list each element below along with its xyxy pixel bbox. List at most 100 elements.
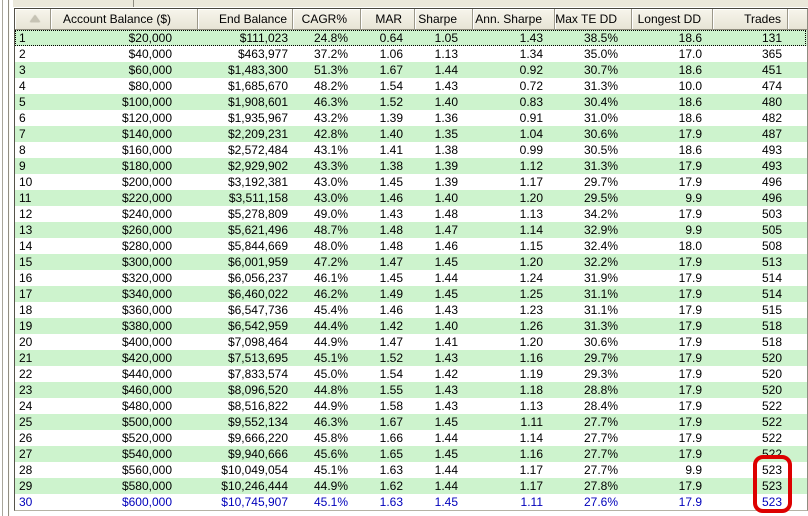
header-cagr[interactable]: CAGR%	[293, 9, 361, 30]
header-max-te-dd[interactable]: Max TE DD	[555, 9, 632, 30]
cell-maxdd: 29.3%	[583, 367, 618, 381]
header-account-balance[interactable]: Account Balance ($)	[51, 9, 198, 30]
cell-cagr: 43.0%	[313, 175, 348, 189]
cell-maxdd: 32.2%	[583, 255, 618, 269]
table-row[interactable]: 18 $360,000 $6,547,736 45.4% 1.46 1.43 1.23 31.…	[15, 302, 807, 318]
header-longest-dd[interactable]: Longest DD	[632, 9, 713, 30]
cell-end: $2,209,231	[227, 127, 288, 141]
table-row[interactable]: 26 $520,000 $9,666,220 45.8% 1.66 1.44 1.14 27.…	[15, 430, 807, 446]
cell-end: $7,098,464	[227, 335, 288, 349]
cell-mar: 1.47	[379, 335, 403, 349]
table-row[interactable]: 11 $220,000 $3,511,158 43.0% 1.46 1.40 1.20 29.…	[15, 190, 807, 206]
cell-filler	[788, 446, 807, 462]
table-row[interactable]: 5 $100,000 $1,908,601 46.3% 1.52 1.40 0.83 30.4…	[15, 94, 807, 110]
cell-mar: 1.43	[379, 207, 403, 221]
cell-num: 12	[19, 207, 33, 221]
table-row[interactable]: 16 $320,000 $6,056,237 46.1% 1.45 1.44 1.24 31.…	[15, 270, 807, 286]
table-row[interactable]: 21 $420,000 $7,513,695 45.1% 1.52 1.43 1.16 29.…	[15, 350, 807, 366]
cell-ldd: 18.6	[678, 143, 702, 157]
table-row[interactable]: 1 $20,000 $111,023 24.8% 0.64 1.05 1.43 38.5% 18…	[15, 30, 807, 46]
cell-filler	[788, 494, 807, 510]
header-trades[interactable]: Trades	[713, 9, 788, 30]
cell-cagr: 46.1%	[313, 271, 348, 285]
table-row[interactable]: 10 $200,000 $3,192,381 43.0% 1.45 1.39 1.17 29.…	[15, 174, 807, 190]
cell-trades: 518	[761, 319, 782, 333]
cell-ann: 1.43	[519, 31, 543, 45]
cell-filler	[788, 462, 807, 478]
cell-acct: $360,000	[121, 303, 172, 317]
table-row[interactable]: 2 $40,000 $463,977 37.2% 1.06 1.13 1.34 35.0% 17…	[15, 46, 807, 62]
cell-cagr: 37.2%	[313, 47, 348, 61]
cell-trades: 514	[761, 287, 782, 301]
cell-num: 9	[19, 159, 26, 173]
cell-ann: 1.12	[519, 159, 543, 173]
cell-end: $1,908,601	[227, 95, 288, 109]
header-row-number[interactable]	[15, 9, 51, 30]
tab-divider	[133, 0, 134, 7]
cell-sharpe: 1.46	[434, 239, 458, 253]
cell-acct: $160,000	[121, 143, 172, 157]
cell-filler	[788, 366, 807, 382]
cell-ann: 0.83	[519, 95, 543, 109]
cell-filler	[788, 414, 807, 430]
cell-ldd: 18.6	[678, 63, 702, 77]
table-row[interactable]: 4 $80,000 $1,685,670 48.2% 1.54 1.43 0.72 31.3%…	[15, 78, 807, 94]
cell-mar: 1.46	[379, 191, 403, 205]
table-row[interactable]: 25 $500,000 $9,552,134 46.3% 1.67 1.45 1.11 27.…	[15, 414, 807, 430]
cell-trades: 514	[761, 271, 782, 285]
cell-maxdd: 29.7%	[583, 175, 618, 189]
cell-ldd: 17.9	[678, 255, 702, 269]
cell-end: $6,542,959	[227, 319, 288, 333]
cell-mar: 1.67	[379, 63, 403, 77]
table-row[interactable]: 19 $380,000 $6,542,959 44.4% 1.42 1.40 1.26 31.…	[15, 318, 807, 334]
cell-maxdd: 27.7%	[583, 463, 618, 477]
table-row[interactable]: 12 $240,000 $5,278,809 49.0% 1.43 1.48 1.13 34.…	[15, 206, 807, 222]
header-mar[interactable]: MAR	[361, 9, 415, 30]
cell-cagr: 48.2%	[313, 79, 348, 93]
table-row[interactable]: 27 $540,000 $9,940,666 45.6% 1.65 1.45 1.16 27.…	[15, 446, 807, 462]
table-row[interactable]: 22 $440,000 $7,833,574 45.0% 1.54 1.42 1.19 29.…	[15, 366, 807, 382]
cell-ann: 1.17	[519, 463, 543, 477]
table-row[interactable]: 24 $480,000 $8,516,822 44.9% 1.58 1.43 1.13 28.…	[15, 398, 807, 414]
cell-ldd: 17.9	[678, 287, 702, 301]
cell-end: $10,745,907	[221, 495, 288, 509]
header-end-balance[interactable]: End Balance	[198, 9, 293, 30]
table-row[interactable]: 3 $60,000 $1,483,300 51.3% 1.67 1.44 0.92 30.7%…	[15, 62, 807, 78]
cell-num: 15	[19, 255, 33, 269]
cell-mar: 1.66	[379, 431, 403, 445]
cell-acct: $60,000	[128, 63, 172, 77]
table-row[interactable]: 6 $120,000 $1,935,967 43.2% 1.39 1.36 0.91 31.0…	[15, 110, 807, 126]
cell-cagr: 45.4%	[313, 303, 348, 317]
cell-sharpe: 1.40	[434, 319, 458, 333]
cell-cagr: 43.0%	[313, 191, 348, 205]
table-row[interactable]: 7 $140,000 $2,209,231 42.8% 1.40 1.35 1.04 30.6…	[15, 126, 807, 142]
table-row[interactable]: 17 $340,000 $6,460,022 46.2% 1.49 1.45 1.25 31.…	[15, 286, 807, 302]
table-row[interactable]: 28 $560,000 $10,049,054 45.1% 1.63 1.44 1.17 27…	[15, 462, 807, 478]
table-row[interactable]: 13 $260,000 $5,621,496 48.7% 1.48 1.47 1.14 32.…	[15, 222, 807, 238]
table-row[interactable]: 9 $180,000 $2,929,902 43.3% 1.38 1.39 1.12 31.3…	[15, 158, 807, 174]
cell-trades: 493	[761, 143, 782, 157]
cell-sharpe: 1.43	[434, 383, 458, 397]
cell-end: $8,096,520	[227, 383, 288, 397]
cell-acct: $440,000	[121, 367, 172, 381]
cell-end: $9,940,666	[227, 447, 288, 461]
cell-mar: 1.47	[379, 255, 403, 269]
cell-cagr: 46.2%	[313, 287, 348, 301]
cell-acct: $460,000	[121, 383, 172, 397]
table-row[interactable]: 29 $580,000 $10,246,444 44.9% 1.62 1.44 1.17 27…	[15, 478, 807, 494]
table-row[interactable]: 8 $160,000 $2,572,484 43.1% 1.41 1.38 0.99 30.5…	[15, 142, 807, 158]
table-row[interactable]: 20 $400,000 $7,098,464 44.9% 1.47 1.41 1.20 30.…	[15, 334, 807, 350]
header-sharpe[interactable]: Sharpe	[415, 9, 473, 30]
cell-ldd: 17.9	[678, 415, 702, 429]
cell-filler	[788, 318, 807, 334]
table-row[interactable]: 14 $280,000 $5,844,669 48.0% 1.48 1.46 1.15 32.…	[15, 238, 807, 254]
cell-acct: $520,000	[121, 431, 172, 445]
table-row[interactable]: 30 $600,000 $10,745,907 45.1% 1.63 1.45 1.11 27…	[15, 494, 807, 510]
table-body: 1 $20,000 $111,023 24.8% 0.64 1.05 1.43 38.5% 18…	[15, 30, 807, 510]
cell-sharpe: 1.45	[434, 287, 458, 301]
cell-maxdd: 31.1%	[583, 287, 618, 301]
table-row[interactable]: 23 $460,000 $8,096,520 44.8% 1.55 1.43 1.18 28.…	[15, 382, 807, 398]
cell-filler	[788, 254, 807, 270]
header-ann-sharpe[interactable]: Ann. Sharpe	[473, 9, 555, 30]
table-row[interactable]: 15 $300,000 $6,001,959 47.2% 1.47 1.45 1.20 32.…	[15, 254, 807, 270]
